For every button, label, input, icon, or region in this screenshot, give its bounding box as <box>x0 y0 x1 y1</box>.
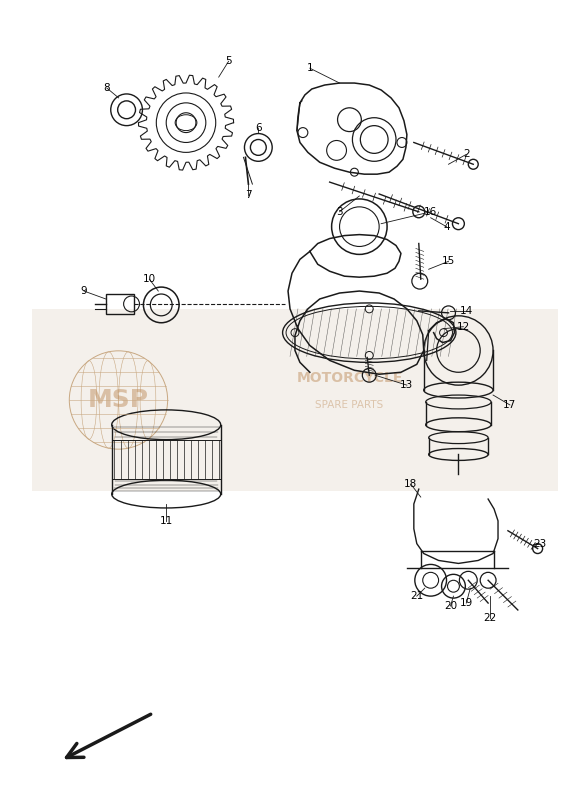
Bar <box>106 294 134 314</box>
Text: 10: 10 <box>143 274 156 284</box>
Text: 15: 15 <box>442 256 455 266</box>
Text: MOTORCYCLE: MOTORCYCLE <box>296 371 402 386</box>
Text: 19: 19 <box>460 598 473 608</box>
Text: 20: 20 <box>444 601 457 611</box>
Text: 3: 3 <box>336 207 343 217</box>
Text: 4: 4 <box>443 222 450 232</box>
Text: 7: 7 <box>245 190 252 200</box>
Text: 23: 23 <box>533 538 546 549</box>
Text: 13: 13 <box>400 380 413 390</box>
Text: 18: 18 <box>404 479 418 489</box>
Text: 9: 9 <box>81 286 88 296</box>
Text: 5: 5 <box>225 56 232 66</box>
Text: 14: 14 <box>460 306 473 316</box>
Text: MSP: MSP <box>88 388 149 412</box>
Text: 8: 8 <box>103 83 110 93</box>
Text: 12: 12 <box>457 322 470 332</box>
Bar <box>32 309 558 491</box>
Text: 1: 1 <box>307 63 313 73</box>
Text: 11: 11 <box>159 516 173 526</box>
Text: 2: 2 <box>463 150 470 159</box>
Text: 16: 16 <box>424 207 437 217</box>
Text: 17: 17 <box>503 400 516 410</box>
Text: 6: 6 <box>255 122 262 133</box>
Text: 22: 22 <box>484 613 497 623</box>
Text: 21: 21 <box>410 591 423 601</box>
Text: SPARE PARTS: SPARE PARTS <box>315 400 384 410</box>
